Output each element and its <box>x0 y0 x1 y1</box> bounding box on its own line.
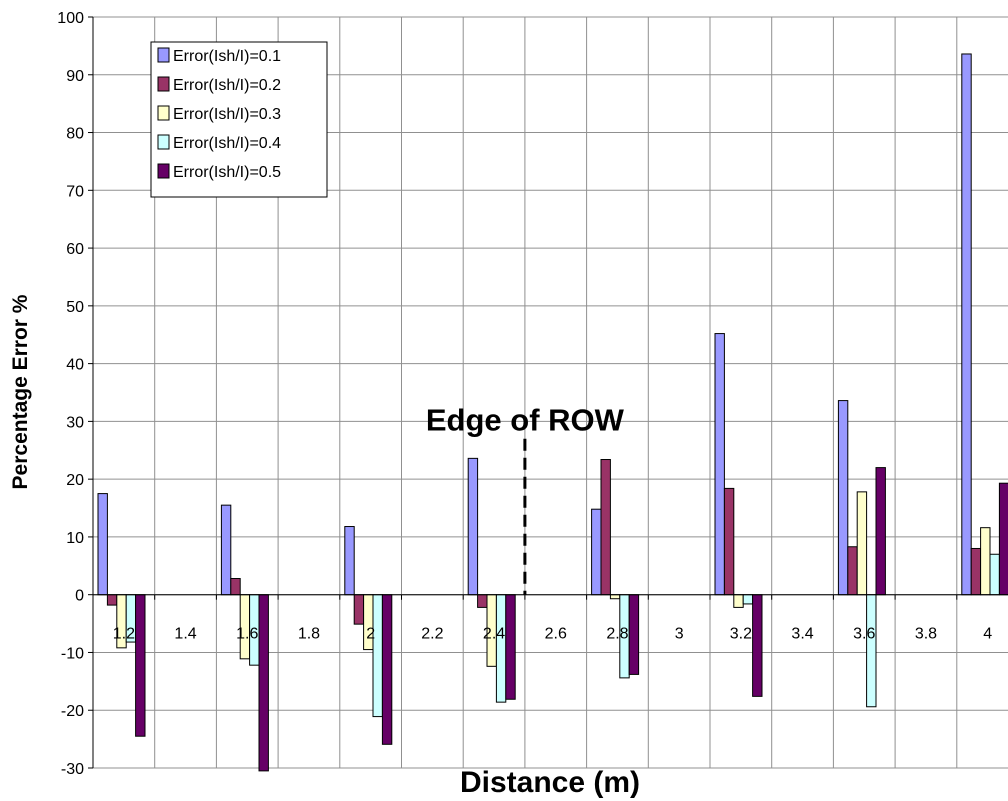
legend-label: Error(Ish/I)=0.1 <box>173 48 281 65</box>
bar <box>609 594 621 600</box>
axes <box>88 16 1008 769</box>
bar <box>467 457 479 596</box>
y-tick-label: 100 <box>57 10 84 27</box>
x-tick-label: 1.2 <box>113 626 135 643</box>
bar <box>230 578 241 596</box>
bar <box>505 594 516 700</box>
bar <box>372 594 383 718</box>
x-tick-label: 3.8 <box>915 626 937 643</box>
legend-label: Error(Ish/I)=0.3 <box>173 106 281 123</box>
bar <box>752 594 763 697</box>
legend-swatch <box>157 163 170 179</box>
bar <box>477 594 488 608</box>
legend-swatch <box>157 134 170 150</box>
bar <box>591 508 602 596</box>
y-tick-label: -30 <box>61 761 84 778</box>
bar <box>258 594 269 772</box>
bar <box>742 594 754 605</box>
legend-label: Error(Ish/I)=0.5 <box>173 164 281 181</box>
bar <box>856 491 868 596</box>
x-tick-label: 2.8 <box>606 626 628 643</box>
bar <box>980 527 991 596</box>
bar <box>135 594 146 737</box>
y-tick-label: 60 <box>66 241 84 258</box>
bar <box>495 594 507 703</box>
x-tick-label: 3.6 <box>853 626 875 643</box>
x-tick-label: 1.6 <box>236 626 258 643</box>
bar <box>970 547 982 596</box>
legend: Error(Ish/I)=0.1 Error(Ish/I)=0.2 Error(Is… <box>150 41 328 198</box>
y-tick-label: 80 <box>66 126 84 143</box>
legend-swatch <box>157 76 170 92</box>
legend-swatch <box>157 47 170 63</box>
bar <box>628 594 640 675</box>
edge-of-row-label: Edge of ROW <box>426 403 625 438</box>
bar <box>989 553 1000 596</box>
bar <box>998 482 1008 596</box>
bar <box>220 504 232 596</box>
x-tick-label: 2.6 <box>545 626 567 643</box>
y-tick-label: 50 <box>66 299 84 316</box>
bar <box>847 546 858 596</box>
y-tick-label: -10 <box>61 645 84 662</box>
y-tick-label: 0 <box>75 588 84 605</box>
y-axis-title: Percentage Error % <box>9 294 32 489</box>
x-tick-label: 2.2 <box>421 626 443 643</box>
x-tick-labels: 1.2 1.4 1.6 1.8 2 2.2 2.4 2.6 2.8 3 3.2 3.4 3.6 3.8 4 <box>113 626 992 643</box>
y-tick-label: 10 <box>66 530 84 547</box>
bar <box>866 594 877 708</box>
bar <box>97 493 108 596</box>
legend-swatch <box>157 105 170 121</box>
bar <box>344 526 355 596</box>
y-tick-label: 70 <box>66 183 84 200</box>
legend-box <box>150 41 328 198</box>
x-tick-label: 3.4 <box>791 626 813 643</box>
legend-label: Error(Ish/I)=0.4 <box>173 135 281 152</box>
bar <box>381 594 393 745</box>
x-tick-label: 2.4 <box>483 626 505 643</box>
bar <box>733 594 744 608</box>
x-tick-label: 3 <box>675 626 684 643</box>
x-tick-label: 4 <box>983 626 992 643</box>
bar <box>106 594 118 606</box>
y-tick-label: 30 <box>66 414 84 431</box>
y-tick-label: 40 <box>66 357 84 374</box>
y-tick-label: 90 <box>66 68 84 85</box>
bar <box>353 594 365 625</box>
x-tick-label: 3.2 <box>730 626 752 643</box>
bar <box>875 467 886 596</box>
bar <box>714 333 725 596</box>
x-tick-label: 1.8 <box>298 626 320 643</box>
x-axis-title: Distance (m) <box>460 766 640 799</box>
y-tick-label: -20 <box>61 703 84 720</box>
x-tick-label: 1.4 <box>174 626 196 643</box>
x-tick-label: 2 <box>366 626 375 643</box>
legend-label: Error(Ish/I)=0.2 <box>173 77 281 94</box>
bar <box>961 53 972 596</box>
bar <box>837 400 849 596</box>
bar <box>723 487 735 596</box>
bar <box>600 459 611 596</box>
y-tick-label: 20 <box>66 472 84 489</box>
